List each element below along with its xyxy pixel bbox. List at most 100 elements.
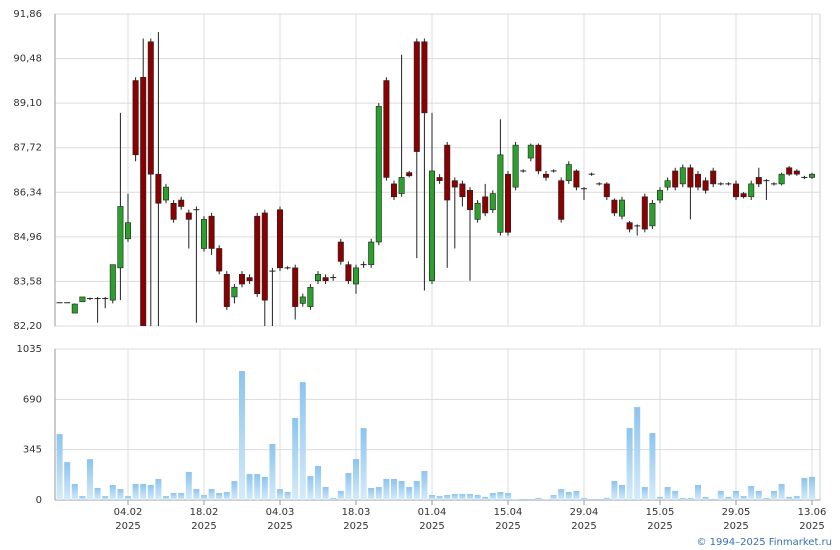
candle-body — [390, 183, 397, 198]
volume-bar — [634, 407, 641, 500]
candle-body — [474, 202, 481, 220]
x-tick-label: 29.04 — [570, 507, 599, 518]
y-tick-label: 91,86 — [13, 9, 42, 20]
volume-bar — [520, 498, 527, 500]
y-tick-label: 87,72 — [13, 143, 42, 154]
candle-body — [755, 177, 762, 185]
volume-bar — [383, 478, 390, 500]
volume-bar — [398, 481, 405, 500]
volume-bar — [717, 490, 724, 500]
volume-bar — [413, 481, 420, 500]
candle-body — [466, 190, 473, 211]
volume-bar — [117, 489, 124, 500]
candle-body — [345, 264, 352, 282]
volume-bar — [375, 487, 382, 500]
y-tick-label: 345 — [23, 445, 42, 456]
price-panel — [54, 13, 821, 327]
volume-bar — [809, 476, 815, 500]
volume-bar — [353, 459, 359, 500]
volume-bar — [391, 478, 397, 500]
volume-bar — [170, 492, 177, 500]
volume-bar — [573, 490, 580, 500]
y-tick-label: 1035 — [17, 344, 42, 355]
volume-bar — [763, 497, 770, 500]
x-tick-label: 15.04 — [494, 507, 523, 518]
volume-bar — [64, 462, 71, 500]
volume-bar — [710, 498, 717, 500]
candle-body — [778, 173, 785, 185]
candle-body — [185, 212, 192, 220]
candles — [56, 32, 815, 326]
volume-bar — [444, 495, 451, 500]
candle-body — [109, 264, 116, 301]
x-tick-label: 2025 — [495, 521, 520, 532]
candle-body — [497, 154, 504, 233]
candle-body — [117, 206, 124, 269]
volume-bar — [178, 492, 185, 500]
candle-body — [527, 144, 534, 159]
candle-body — [79, 296, 86, 303]
candle-body — [451, 180, 458, 188]
volume-bar — [588, 498, 595, 500]
volume-bar — [337, 490, 344, 500]
candle-body — [542, 173, 549, 178]
candle-body — [421, 41, 428, 114]
x-tick-label: 2025 — [267, 521, 292, 532]
y-tick-label: 0 — [36, 495, 42, 506]
volume-bar — [269, 443, 276, 500]
volume-bar — [482, 496, 489, 500]
x-tick-label: 2025 — [115, 521, 140, 532]
volume-bar — [79, 496, 86, 500]
candle-body — [808, 173, 815, 178]
candle-body — [687, 167, 694, 188]
y-tick-label: 82,20 — [13, 321, 42, 332]
volume-bar — [467, 494, 473, 500]
x-tick-label: 18.02 — [190, 507, 219, 518]
candle-body — [375, 106, 382, 243]
candle-body — [208, 215, 215, 249]
y-tick-label: 83,58 — [13, 276, 42, 287]
volume-bar — [208, 489, 215, 500]
y-tick-label: 84,96 — [13, 232, 42, 243]
volume-bar — [801, 477, 808, 500]
candle-body — [398, 177, 405, 194]
candle-body — [239, 274, 246, 285]
volume-bar — [527, 498, 534, 500]
candle-body — [71, 303, 78, 314]
volume-bar — [322, 487, 329, 500]
volume-bar — [664, 487, 671, 500]
volume-bar — [619, 484, 625, 500]
candle-body — [748, 183, 755, 198]
candle-body — [125, 222, 132, 240]
volume-bar — [292, 418, 299, 500]
candle-body — [649, 202, 656, 227]
candle-body — [140, 77, 147, 326]
volume-bar — [299, 382, 306, 500]
candle-body — [482, 196, 489, 214]
volume-bar — [657, 496, 663, 500]
volume-bar — [261, 476, 268, 500]
volume-bar — [429, 495, 435, 500]
candle-body — [428, 170, 435, 282]
volume-bar — [474, 495, 481, 500]
candle-body — [413, 41, 420, 152]
volume-bar — [771, 490, 777, 500]
candle-body — [504, 173, 511, 233]
volume-bar — [436, 496, 443, 500]
volume-bar — [725, 496, 732, 500]
y-tick-label: 690 — [23, 394, 42, 405]
volume-bar — [368, 488, 375, 500]
candle-body — [732, 183, 739, 198]
volume-bar — [254, 474, 261, 500]
volume-bar — [307, 476, 314, 500]
volume-bar — [155, 478, 162, 500]
copyright: © 1994–2025 Finmarket.ru — [696, 537, 832, 548]
candle-body — [573, 170, 580, 188]
candle-body — [702, 180, 709, 191]
x-tick-label: 15.05 — [646, 507, 675, 518]
volume-bar — [87, 459, 93, 500]
candle-body — [786, 167, 793, 175]
volume-bar — [649, 433, 656, 500]
volume-bar — [626, 428, 633, 500]
